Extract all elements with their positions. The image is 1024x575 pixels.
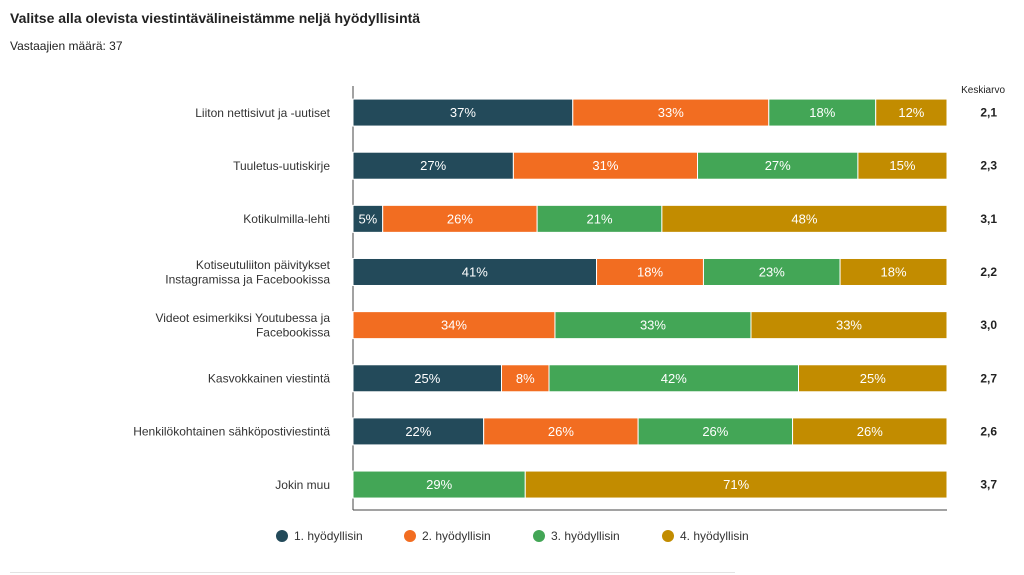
data-label: 18%: [637, 264, 663, 279]
data-label: 27%: [765, 158, 791, 173]
average-column-header: Keskiarvo: [961, 85, 1005, 96]
category-label: Liiton nettisivut ja -uutiset: [195, 106, 330, 120]
data-label: 25%: [414, 371, 440, 386]
data-label: 41%: [462, 264, 488, 279]
average-value: 2,2: [980, 265, 997, 279]
average-value: 3,1: [980, 212, 997, 226]
data-label: 26%: [548, 424, 574, 439]
category-label: Jokin muu: [275, 478, 330, 492]
category-label: Kotikulmilla-lehti: [243, 212, 330, 226]
bar-segment: [352, 364, 502, 393]
data-label: 37%: [450, 105, 476, 120]
data-label: 71%: [723, 477, 749, 492]
respondent-count: Vastaajien määrä: 37: [10, 39, 123, 53]
legend-marker: [533, 530, 545, 542]
bar-segment: [637, 417, 794, 446]
data-label: 31%: [592, 158, 618, 173]
data-label: 23%: [759, 264, 785, 279]
category-label: Kotiseutuliiton päivitykset Instagramissa…: [165, 258, 330, 286]
data-label: 33%: [640, 318, 666, 333]
data-label: 34%: [441, 318, 467, 333]
bar-segment: [839, 257, 948, 286]
bar-segment: [352, 311, 556, 340]
legend-label: 2. hyödyllisin: [422, 529, 491, 543]
bar-segment: [352, 151, 514, 180]
bar-segment: [352, 470, 526, 499]
data-label: 15%: [889, 158, 915, 173]
data-label: 29%: [426, 477, 452, 492]
data-label: 25%: [860, 371, 886, 386]
bar-segment: [702, 257, 841, 286]
data-label: 33%: [658, 105, 684, 120]
category-label: Kasvokkainen viestintä: [208, 371, 330, 385]
legend-marker: [662, 530, 674, 542]
bar-segment: [875, 98, 948, 127]
average-value: 2,3: [980, 159, 997, 173]
data-label: 48%: [791, 211, 817, 226]
category-label: Henkilökohtainen sähköpostiviestintä: [133, 425, 330, 439]
bar-segment: [857, 151, 948, 180]
bar-segment: [661, 204, 948, 233]
data-label: 26%: [447, 211, 473, 226]
bar-segment: [352, 204, 384, 233]
chart-title: Valitse alla olevista viestintävälineist…: [10, 10, 421, 26]
bar-segment: [750, 311, 948, 340]
bar-segment: [382, 204, 538, 233]
data-label: 18%: [809, 105, 835, 120]
data-label: 27%: [420, 158, 446, 173]
data-label: 12%: [898, 105, 924, 120]
legend-label: 4. hyödyllisin: [680, 529, 749, 543]
bar-segment: [572, 98, 770, 127]
data-label: 26%: [702, 424, 728, 439]
bar-segment: [596, 257, 704, 286]
bar-segment: [554, 311, 752, 340]
average-value: 2,1: [980, 106, 997, 120]
average-value: 3,0: [980, 318, 997, 332]
average-value: 2,6: [980, 424, 997, 438]
legend-marker: [276, 530, 288, 542]
data-label: 21%: [586, 211, 612, 226]
bar-segment: [524, 470, 948, 499]
bar-segment: [352, 98, 574, 127]
legend-marker: [404, 530, 416, 542]
data-label: 18%: [881, 264, 907, 279]
bar-segment: [352, 257, 598, 286]
average-value: 2,7: [980, 371, 997, 385]
divider: [10, 572, 735, 573]
data-label: 33%: [836, 318, 862, 333]
legend-label: 1. hyödyllisin: [294, 529, 363, 543]
data-label: 26%: [857, 424, 883, 439]
category-label: Videot esimerkiksi Youtubessa ja Facebook…: [155, 311, 330, 339]
data-label: 42%: [661, 371, 687, 386]
bar-segment: [792, 417, 948, 446]
legend-label: 3. hyödyllisin: [551, 529, 620, 543]
data-label: 22%: [405, 424, 431, 439]
data-label: 8%: [516, 371, 535, 386]
bar-segment: [483, 417, 639, 446]
bar-segment: [798, 364, 948, 393]
average-value: 3,7: [980, 478, 997, 492]
bar-segment: [548, 364, 800, 393]
data-label: 5%: [358, 211, 377, 226]
category-label: Tuuletus-uutiskirje: [233, 159, 330, 173]
